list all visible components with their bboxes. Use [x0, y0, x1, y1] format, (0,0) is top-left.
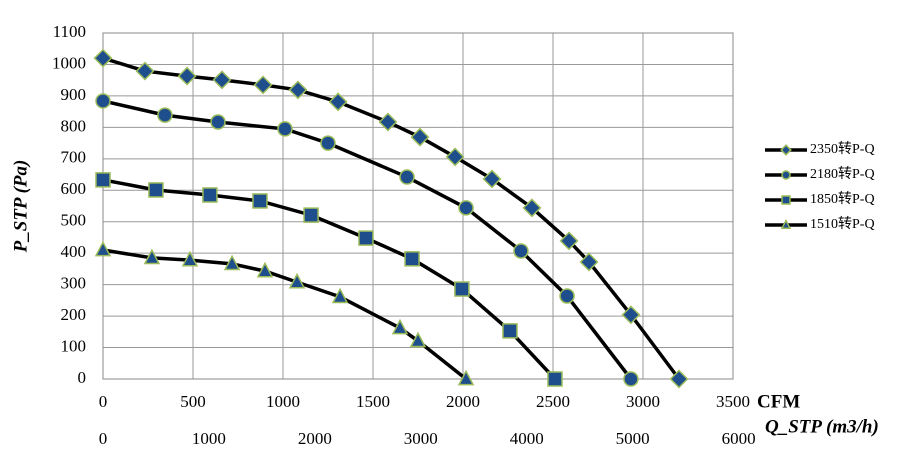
marker [331, 287, 349, 304]
x2-tick-label: 0 [99, 429, 108, 448]
legend-marker [781, 170, 791, 180]
x2-tick-label: 1000 [192, 429, 226, 448]
marker [454, 281, 470, 297]
marker [95, 93, 111, 109]
legend-label: 1850转P-Q [810, 191, 875, 207]
marker [303, 207, 319, 223]
marker [522, 198, 542, 218]
legend-marker [780, 218, 792, 229]
legend-marker [781, 195, 791, 205]
marker [404, 251, 420, 267]
y-tick-label: 900 [61, 85, 87, 104]
marker [202, 187, 218, 203]
x-tick-label: 1500 [356, 392, 390, 411]
marker [256, 261, 274, 278]
x2-tick-label: 4000 [510, 429, 544, 448]
x-tick-label: 2000 [446, 392, 480, 411]
marker [181, 250, 199, 267]
y-tick-label: 600 [61, 179, 87, 198]
x2-tick-label: 2000 [298, 429, 332, 448]
series-line [102, 56, 681, 381]
marker [358, 230, 374, 246]
y-tick-label: 0 [78, 368, 87, 387]
marker [445, 147, 465, 167]
x-axis-title: CFM [757, 391, 800, 412]
x2-tick-label: 3000 [404, 429, 438, 448]
marker [623, 371, 639, 387]
marker [212, 70, 232, 90]
marker [457, 369, 475, 386]
y-tick-label: 400 [61, 242, 87, 261]
y-axis-title: P_STP (Pa) [10, 160, 31, 254]
y-tick-label: 100 [61, 336, 87, 355]
x-tick-label: 3500 [716, 392, 750, 411]
x2-tick-label: 6000 [722, 429, 756, 448]
y-tick-label: 200 [61, 305, 87, 324]
marker [93, 48, 113, 68]
series-line [102, 248, 468, 381]
marker [288, 272, 306, 289]
x-tick-label: 2500 [536, 392, 570, 411]
legend-label: 1510转P-Q [810, 216, 875, 232]
marker [502, 323, 518, 339]
marker [157, 107, 173, 123]
marker [277, 121, 293, 137]
marker [94, 240, 112, 257]
plot-frame [102, 32, 734, 380]
marker [513, 243, 529, 259]
marker [143, 248, 161, 265]
marker [669, 369, 689, 389]
marker [559, 231, 579, 251]
x-tick-label: 1000 [266, 392, 300, 411]
marker [148, 182, 164, 198]
x-tick-label: 0 [99, 392, 108, 411]
x2-axis-title: Q_STP (m3/h) [765, 416, 879, 437]
legend-marker [780, 144, 792, 156]
legend-label: 2350转P-Q [810, 141, 875, 157]
y-tick-label: 1100 [53, 22, 86, 41]
x-tick-label: 3000 [626, 392, 660, 411]
y-tick-label: 800 [61, 116, 87, 135]
marker [135, 61, 155, 81]
legend-label: 2180转P-Q [810, 166, 875, 182]
series-line [102, 99, 633, 381]
y-tick-label: 300 [61, 274, 87, 293]
marker [482, 169, 502, 189]
y-tick-label: 1000 [52, 53, 86, 72]
marker [253, 75, 273, 95]
y-tick-label: 500 [61, 211, 87, 230]
series-line [102, 178, 557, 381]
marker [458, 200, 474, 216]
marker [177, 66, 197, 86]
marker [391, 318, 409, 335]
marker [210, 114, 226, 130]
marker [399, 169, 415, 185]
marker [409, 331, 427, 348]
marker [320, 135, 336, 151]
x-tick-label: 500 [180, 392, 206, 411]
marker [410, 127, 430, 147]
marker [288, 80, 308, 100]
marker [252, 193, 268, 209]
marker [547, 371, 563, 387]
marker [559, 288, 575, 304]
marker [328, 92, 348, 112]
x2-tick-label: 5000 [616, 429, 650, 448]
marker [579, 252, 599, 272]
marker [378, 112, 398, 132]
marker [223, 254, 241, 271]
y-tick-label: 700 [61, 148, 87, 167]
marker [95, 172, 111, 188]
marker [621, 305, 641, 325]
